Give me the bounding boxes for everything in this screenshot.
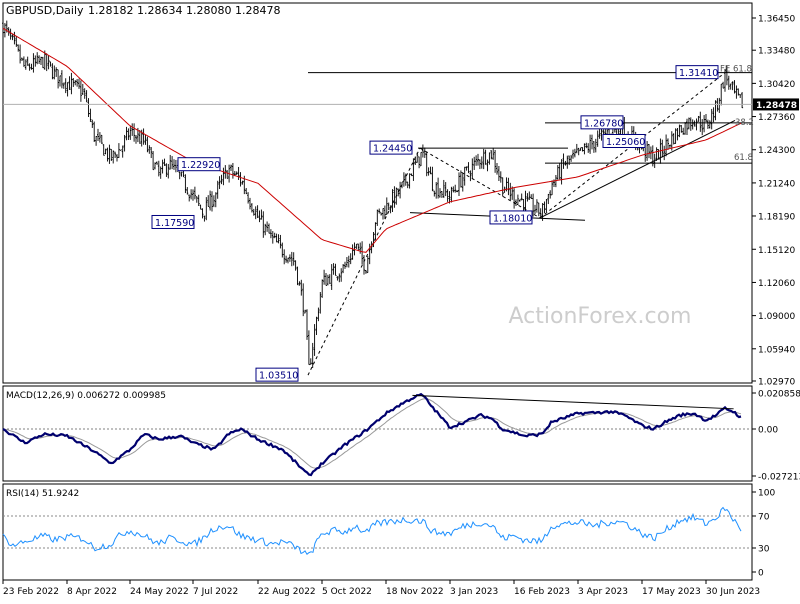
macd-trendline [412,394,734,410]
indicator-lines [2,27,752,555]
x-tick-label: 8 Apr 2022 [67,587,117,597]
price-y-tick-label: 1.27360 [758,113,795,123]
rsi-line [2,506,742,555]
price-y-tick-label: 1.33480 [758,47,795,57]
price-y-tick-label: 1.24300 [758,146,795,156]
x-tick-label: 22 Aug 2022 [258,587,316,597]
macd-y-tick-label: 0.00 [758,426,778,436]
symbol-label: GBPUSD,Daily [6,4,84,17]
macd-panel-frame [2,385,753,482]
macd-label: MACD(12,26,9) 0.006272 0.009985 [6,391,166,401]
fib-label: FE 61.8 [720,65,752,75]
fib-label: 38.2 [735,118,754,128]
level-label-box [255,367,299,382]
rsi-label: RSI(14) 51.9242 [6,489,79,499]
ohlc-values: 1.28182 1.28634 1.28080 1.28478 [88,4,280,17]
panel-frames [2,2,753,581]
x-tick-label: 24 May 2022 [130,587,189,597]
level-label: 1.25060 [606,137,645,148]
rsi-y-tick-label: 0 [758,569,764,579]
level-label: 1.03510 [259,371,298,382]
x-tick-label: 5 Oct 2022 [322,587,372,597]
price-y-tick-label: 1.18190 [758,212,795,222]
rsi-y-tick-label: 70 [758,513,770,523]
axes: 1.36450 1.33480 1.30420 1.27360 1.24300 1.212… [2,15,800,597]
moving-average-line [2,27,742,253]
rsi-y-tick-label: 100 [758,489,775,499]
price-y-tick-label: 1.15120 [758,246,795,256]
rising-trendline [539,120,736,219]
price-y-tick-label: 1.05940 [758,345,795,355]
level-label-box [580,115,624,130]
price-y-tick-label: 1.36450 [758,15,795,25]
x-tick-label: 3 Apr 2023 [578,587,628,597]
level-labels: 1.31410 1.26780 1.25060 1.24450 1.22920 1.180… [151,65,754,382]
level-label-box [151,214,195,229]
x-tick-label: 18 Nov 2022 [386,587,444,597]
macd-y-tick-label: 0.020858 [758,390,800,400]
price-panel-frame [2,2,753,384]
candles [2,20,744,368]
level-label-box [369,140,413,155]
fib-label: 61.8 [734,153,753,163]
price-y-tick-label: 1.30420 [758,80,795,90]
price-y-tick-label: 1.21240 [758,179,795,189]
current-price-box [753,98,799,111]
x-tick-label: 30 Jun 2023 [706,587,760,597]
price-y-tick-label: 1.12060 [758,279,795,289]
level-label: 1.24450 [373,144,412,155]
rsi-panel-frame [2,483,753,581]
x-tick-label: 7 Jul 2022 [193,587,238,597]
level-label-box [489,210,533,225]
current-price-label: 1.28478 [756,101,797,111]
price-y-tick-label: 1.02970 [758,378,795,388]
level-label-box [177,157,221,172]
price-y-tick-label: 1.09000 [758,312,795,322]
level-label: 1.22920 [181,160,220,171]
level-label: 1.26780 [584,118,623,129]
watermark: ActionForex.com [509,304,692,329]
macd-line [2,392,742,477]
level-label-box [602,133,646,148]
level-label: 1.18010 [493,213,532,224]
fib-projection-leg-2 [419,147,541,219]
level-label-box [675,65,719,80]
level-label: 1.17590 [155,218,194,229]
x-tick-label: 23 Feb 2022 [3,587,59,597]
level-label: 1.31410 [679,68,718,79]
macd-y-tick-label: -0.027213 [758,473,800,483]
x-tick-label: 16 Feb 2023 [514,587,570,597]
x-tick-label: 3 Jan 2023 [450,587,498,597]
rsi-y-tick-label: 30 [758,545,770,555]
x-tick-label: 17 May 2023 [642,587,701,597]
